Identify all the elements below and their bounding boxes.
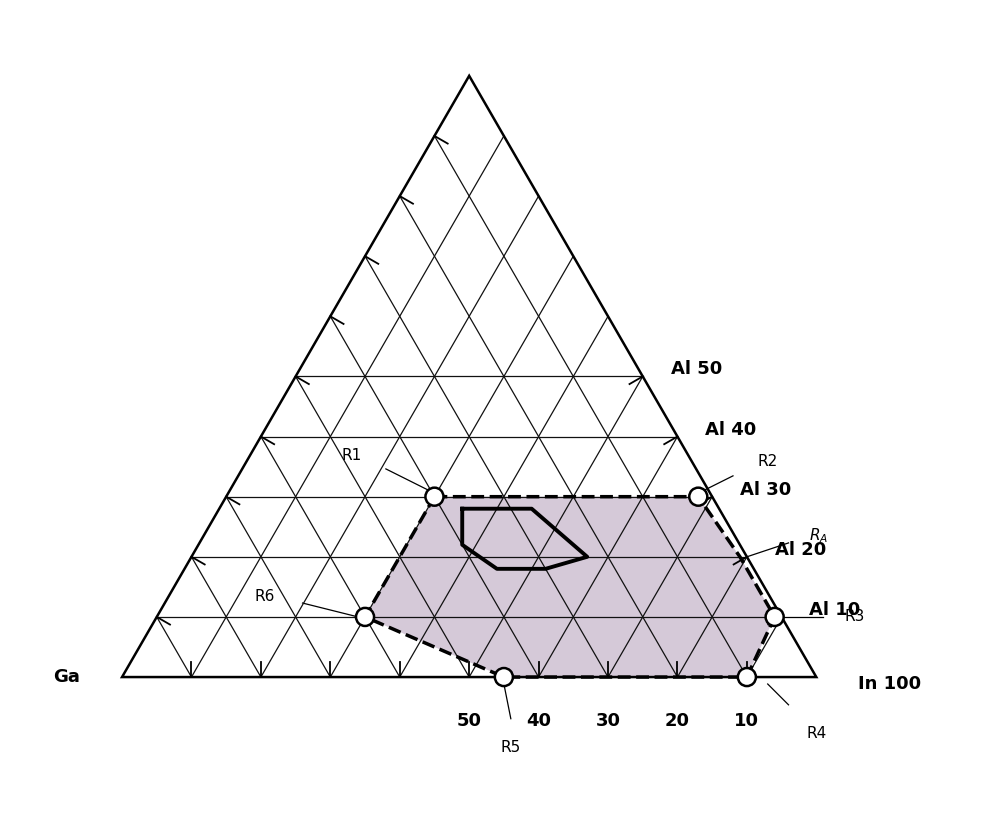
Text: Ga: Ga xyxy=(54,668,80,686)
Text: R6: R6 xyxy=(254,588,275,604)
Text: 20: 20 xyxy=(665,711,690,729)
Circle shape xyxy=(738,668,756,686)
Text: 10: 10 xyxy=(734,711,759,729)
Text: Al 30: Al 30 xyxy=(740,481,791,499)
Circle shape xyxy=(495,668,513,686)
Circle shape xyxy=(356,608,374,626)
Text: In 100: In 100 xyxy=(858,675,921,693)
Text: 50: 50 xyxy=(457,711,482,729)
Polygon shape xyxy=(365,496,775,677)
Text: R2: R2 xyxy=(758,455,778,469)
Circle shape xyxy=(766,608,784,626)
Text: Al 50: Al 50 xyxy=(671,360,722,378)
Circle shape xyxy=(689,487,707,505)
Text: Al 10: Al 10 xyxy=(809,601,861,619)
Text: 30: 30 xyxy=(596,711,621,729)
Text: $R_A$: $R_A$ xyxy=(809,526,828,545)
Circle shape xyxy=(425,487,443,505)
Text: R5: R5 xyxy=(501,739,521,755)
Text: R4: R4 xyxy=(806,725,826,741)
Text: 40: 40 xyxy=(526,711,551,729)
Text: Al 40: Al 40 xyxy=(705,421,756,438)
Text: R1: R1 xyxy=(341,447,361,463)
Text: R3: R3 xyxy=(844,610,864,624)
Text: Al 20: Al 20 xyxy=(775,541,826,559)
